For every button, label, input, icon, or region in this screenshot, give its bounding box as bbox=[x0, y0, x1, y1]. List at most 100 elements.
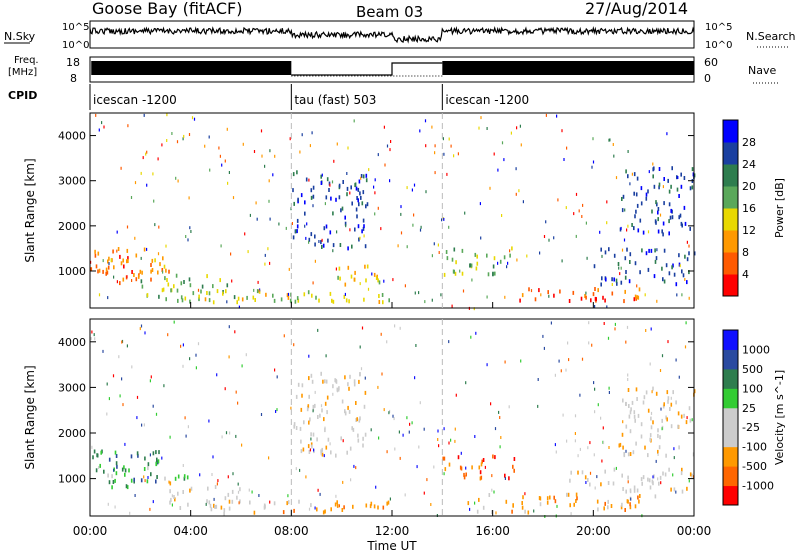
data-cell bbox=[400, 231, 403, 235]
data-cell bbox=[402, 433, 404, 437]
data-cell bbox=[482, 458, 485, 462]
data-cell bbox=[394, 447, 396, 451]
data-cell bbox=[629, 429, 632, 434]
data-cell bbox=[373, 185, 375, 189]
data-cell bbox=[616, 281, 618, 286]
data-cell bbox=[408, 430, 410, 434]
data-cell bbox=[150, 375, 152, 379]
data-cell bbox=[550, 321, 552, 325]
date-title: 27/Aug/2014 bbox=[585, 0, 688, 18]
data-cell bbox=[331, 298, 333, 303]
data-cell bbox=[457, 455, 460, 460]
data-cell bbox=[579, 393, 581, 397]
data-cell bbox=[678, 215, 680, 220]
data-cell bbox=[301, 133, 303, 137]
data-cell bbox=[102, 259, 104, 263]
data-cell bbox=[161, 456, 163, 460]
data-cell bbox=[237, 482, 239, 486]
data-cell bbox=[386, 144, 389, 148]
data-cell bbox=[155, 450, 157, 455]
data-cell bbox=[504, 295, 506, 299]
data-cell bbox=[327, 437, 330, 442]
data-cell bbox=[378, 294, 380, 298]
data-cell bbox=[320, 371, 322, 376]
data-cell bbox=[341, 206, 344, 211]
data-cell bbox=[102, 349, 104, 353]
data-cell bbox=[680, 471, 683, 476]
data-cell bbox=[478, 465, 481, 470]
data-cell bbox=[658, 182, 661, 187]
data-cell bbox=[222, 291, 224, 296]
data-cell bbox=[236, 300, 238, 305]
data-cell bbox=[183, 476, 186, 481]
data-cell bbox=[575, 234, 577, 238]
data-cell bbox=[390, 140, 392, 143]
data-cell bbox=[273, 298, 276, 303]
data-cell bbox=[357, 433, 359, 438]
data-cell bbox=[358, 379, 360, 384]
data-cell bbox=[311, 293, 313, 298]
data-cell bbox=[190, 486, 193, 491]
data-cell bbox=[460, 466, 463, 471]
data-cell bbox=[620, 266, 622, 270]
data-cell bbox=[617, 262, 620, 266]
data-cell bbox=[658, 167, 661, 171]
data-cell bbox=[369, 504, 372, 509]
data-cell bbox=[112, 249, 114, 254]
nsearch-tick-top: 10^5 bbox=[705, 22, 732, 33]
data-cell bbox=[315, 295, 317, 300]
data-cell bbox=[647, 267, 650, 272]
data-cell bbox=[670, 184, 672, 189]
data-cell bbox=[286, 501, 288, 506]
data-cell bbox=[663, 177, 665, 181]
colorbar-swatch bbox=[723, 407, 738, 428]
data-cell bbox=[629, 260, 631, 264]
data-cell bbox=[653, 274, 656, 279]
data-cell bbox=[158, 294, 160, 299]
data-cell bbox=[215, 504, 218, 509]
cpid-segment-label: tau (fast) 503 bbox=[294, 93, 376, 107]
data-cell bbox=[585, 291, 587, 295]
data-cell bbox=[308, 240, 310, 244]
data-cell bbox=[461, 248, 464, 253]
data-cell bbox=[683, 205, 686, 210]
data-cell bbox=[475, 331, 477, 335]
data-cell bbox=[174, 476, 177, 481]
data-cell bbox=[365, 173, 368, 178]
data-cell bbox=[566, 146, 568, 150]
data-cell bbox=[321, 447, 323, 452]
data-cell bbox=[627, 480, 629, 484]
data-cell bbox=[681, 223, 683, 228]
data-cell bbox=[670, 208, 672, 213]
data-cell bbox=[162, 256, 164, 261]
data-cell bbox=[510, 131, 512, 135]
data-cell bbox=[378, 280, 381, 285]
data-cell bbox=[686, 240, 688, 244]
data-cell bbox=[155, 412, 158, 416]
data-cell bbox=[628, 279, 631, 284]
data-cell bbox=[308, 450, 311, 454]
data-cell bbox=[130, 478, 133, 483]
data-cell bbox=[486, 295, 488, 299]
data-cell bbox=[520, 143, 522, 147]
data-cell bbox=[304, 211, 306, 216]
data-cell bbox=[362, 174, 365, 179]
data-cell bbox=[454, 427, 456, 431]
data-cell bbox=[162, 287, 165, 292]
data-cell bbox=[184, 416, 186, 420]
data-cell bbox=[294, 229, 297, 234]
data-cell bbox=[126, 275, 128, 279]
data-cell bbox=[471, 278, 473, 282]
data-cell bbox=[513, 468, 515, 473]
data-cell bbox=[684, 254, 686, 259]
data-cell bbox=[366, 202, 369, 207]
data-cell bbox=[325, 445, 328, 450]
data-cell bbox=[488, 493, 491, 497]
data-cell bbox=[657, 453, 659, 456]
data-cell bbox=[362, 436, 364, 441]
data-cell bbox=[657, 217, 659, 222]
data-cell bbox=[404, 284, 406, 288]
data-cell bbox=[269, 217, 271, 221]
data-cell bbox=[587, 478, 589, 482]
data-cell bbox=[629, 502, 631, 507]
